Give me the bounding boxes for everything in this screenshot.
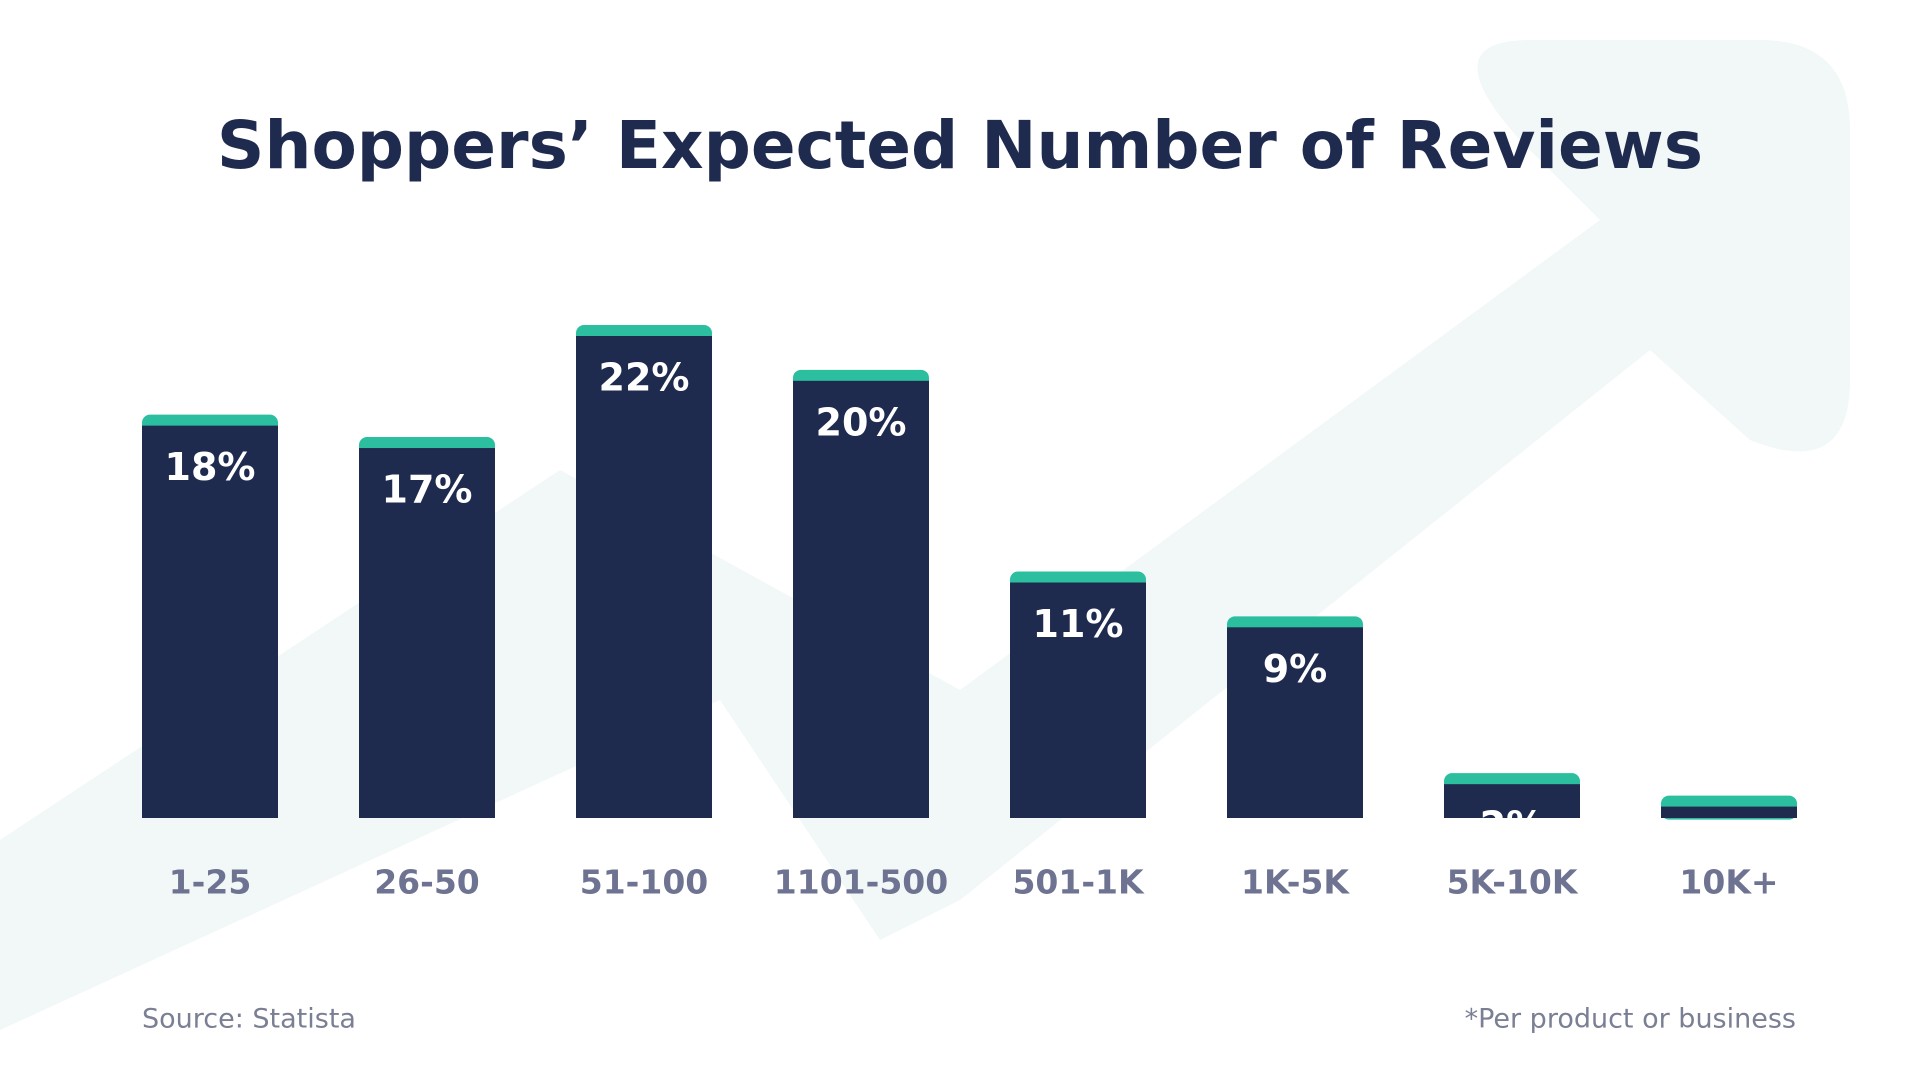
x-tick-label: 51-100 xyxy=(580,863,709,902)
source: Source: Statista xyxy=(142,1004,356,1035)
chart-title: Shoppers’ Expected Number of Reviews xyxy=(217,107,1703,184)
x-tick-label: 1-25 xyxy=(169,863,252,902)
x-tick-label: 501-1K xyxy=(1012,863,1145,902)
bar xyxy=(1010,582,1146,818)
value-label: 22% xyxy=(599,356,690,400)
bar xyxy=(359,448,495,818)
x-tick-label: 10K+ xyxy=(1679,863,1778,902)
bar xyxy=(793,380,929,818)
x-tick-label: 26-50 xyxy=(374,863,480,902)
bar xyxy=(142,425,278,818)
value-label: 1% xyxy=(1697,826,1762,870)
value-label: 2% xyxy=(1480,804,1545,848)
value-label: 17% xyxy=(382,468,473,512)
x-tick-label: 5K-10K xyxy=(1447,863,1579,902)
x-tick-label: 1101-500 xyxy=(774,863,948,902)
value-label: 11% xyxy=(1033,602,1124,646)
value-label: 9% xyxy=(1263,647,1328,691)
bar xyxy=(1444,784,1580,818)
footnote: *Per product or business xyxy=(1465,1004,1796,1035)
bar xyxy=(1227,627,1363,818)
value-label: 18% xyxy=(165,445,256,489)
x-tick-label: 1K-5K xyxy=(1241,863,1350,902)
bar xyxy=(1661,806,1797,818)
value-label: 20% xyxy=(816,400,907,444)
bar xyxy=(576,336,712,818)
